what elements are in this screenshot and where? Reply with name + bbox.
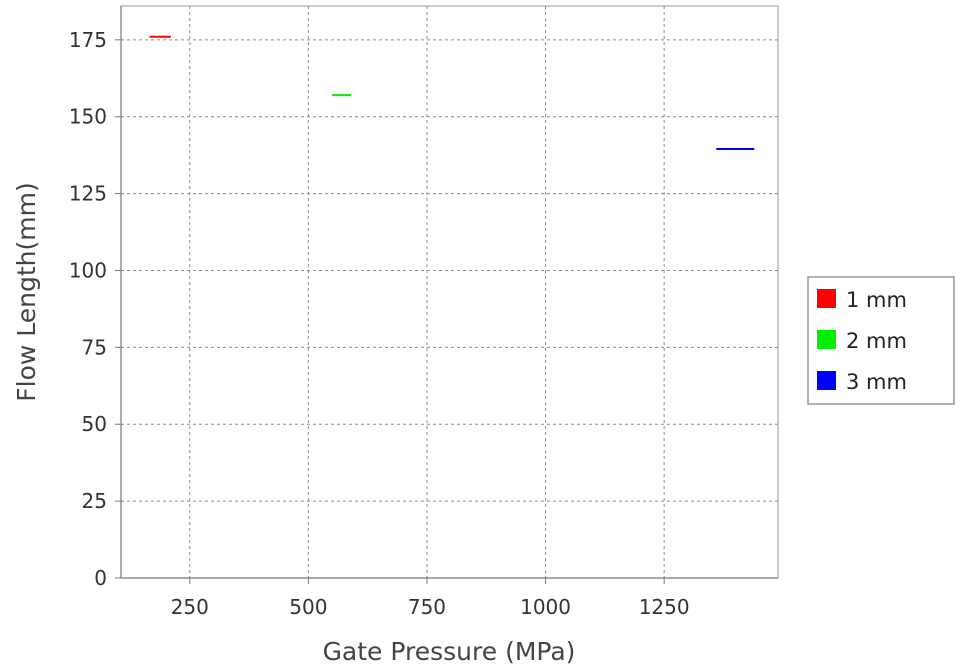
- series-layer: [149, 35, 755, 150]
- legend-swatch-1: [817, 289, 836, 308]
- grid-lines: [121, 6, 778, 578]
- x-tick-label: 1000: [520, 595, 571, 619]
- x-tick-label: 1250: [639, 595, 690, 619]
- plot-area: [120, 5, 779, 579]
- legend-label-3: 3 mm: [846, 370, 907, 394]
- x-axis-title: Gate Pressure (MPa): [323, 637, 576, 666]
- y-tick-label: 50: [82, 412, 107, 436]
- legend-label-1: 1 mm: [846, 288, 907, 312]
- legend-swatch-3: [817, 371, 836, 390]
- y-tick-label: 25: [82, 489, 107, 513]
- x-tick-label: 250: [171, 595, 209, 619]
- legend: 1 mm 2 mm 3 mm: [807, 276, 955, 405]
- y-tick-label: 100: [69, 258, 107, 282]
- y-axis-title: Flow Length(mm): [12, 182, 41, 401]
- y-tick-label: 75: [82, 335, 107, 359]
- x-tick-label: 500: [289, 595, 327, 619]
- axes: 250 500 750 1000 1250 0 25 50 75 100 125 150 175: [69, 6, 778, 619]
- legend-label-2: 2 mm: [846, 329, 907, 353]
- y-tick-label: 150: [69, 105, 107, 129]
- y-tick-label: 125: [69, 182, 107, 206]
- legend-swatch-2: [817, 330, 836, 349]
- y-tick-label: 175: [69, 28, 107, 52]
- y-tick-label: 0: [94, 566, 107, 590]
- x-tick-label: 750: [408, 595, 446, 619]
